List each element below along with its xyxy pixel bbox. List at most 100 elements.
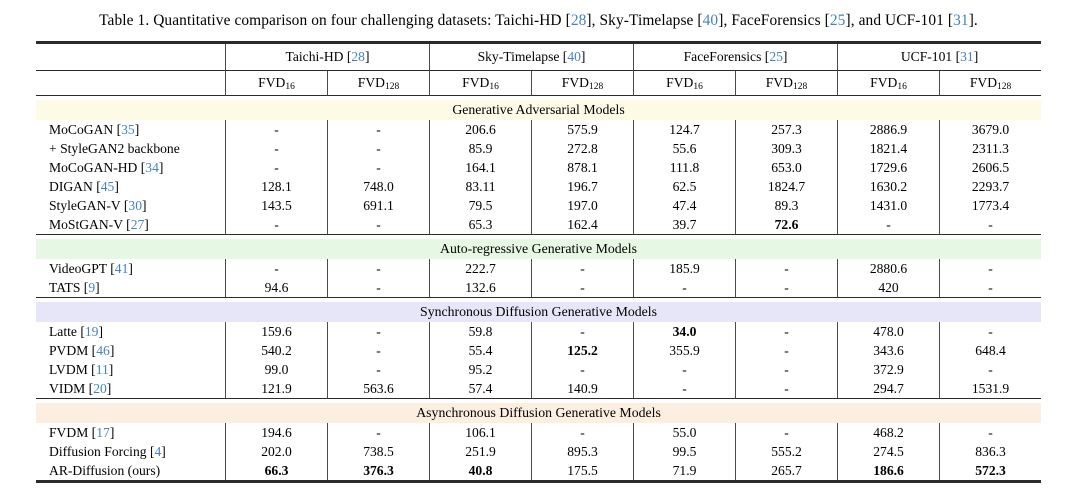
fvd-value-cell: 39.7	[633, 215, 736, 235]
fvd-value-cell: 65.3	[429, 215, 532, 235]
fvd-value-cell: 265.7	[735, 461, 837, 480]
section-band-title: Asynchronous Diffusion Generative Models	[36, 399, 1042, 423]
fvd-value-cell: 222.7	[429, 259, 531, 278]
fvd-value-cell: 3679.0	[939, 120, 1041, 139]
table-row: VideoGPT [41] - -222.7-185.9-2880.6-	[36, 259, 1041, 278]
fvd-value-cell: -	[531, 278, 634, 298]
fvd-value-cell: -	[939, 360, 1041, 379]
fvd-value-cell: 121.9	[225, 379, 327, 399]
citation-link[interactable]: 11	[95, 362, 109, 377]
citation-link[interactable]: 19	[84, 324, 99, 339]
fvd-value-cell: 2880.6	[837, 259, 939, 278]
citation-link[interactable]: 20	[93, 381, 107, 396]
fvd-value-cell: 85.9	[429, 139, 531, 158]
fvd-value-cell: 95.2	[429, 360, 531, 379]
fvd-value-cell: 124.7	[633, 120, 735, 139]
citation-link[interactable]: 25	[829, 12, 846, 29]
metric-header-fvd16: FVD16	[837, 71, 940, 96]
fvd-value-cell: 2293.7	[939, 177, 1041, 196]
fvd-value-cell: -	[225, 139, 327, 158]
fvd-value-cell: 294.7	[837, 379, 940, 399]
citation-link[interactable]: 27	[130, 217, 145, 232]
citation-link[interactable]: 34	[145, 160, 159, 175]
citation-link[interactable]: 25	[769, 49, 783, 64]
fvd-value-cell: 691.1	[327, 196, 429, 215]
model-label: FVDM [17]	[49, 425, 115, 440]
citation-link[interactable]: 41	[114, 261, 129, 276]
fvd-value-cell: 99.0	[225, 360, 327, 379]
citation-link[interactable]: 45	[100, 179, 115, 194]
fvd-value-cell: -	[531, 423, 633, 442]
model-label: MoStGAN-V [27]	[36, 215, 225, 235]
section-band-title: Synchronous Diffusion Generative Models	[36, 298, 1042, 322]
fvd-value-cell: -	[939, 259, 1041, 278]
results-table: Taichi-HD [28] Sky-Timelapse [40] FaceFore…	[36, 41, 1042, 483]
fvd-value-cell: -	[633, 379, 736, 399]
fvd-value-cell: 2606.5	[939, 158, 1041, 177]
fvd-value-cell: 197.0	[531, 196, 633, 215]
model-label: DIGAN [45]	[49, 179, 119, 194]
fvd-value-cell: 1821.4	[837, 139, 939, 158]
fvd-value-cell: 159.6	[225, 322, 327, 341]
fvd-value-cell: -	[225, 158, 327, 177]
fvd-value-cell: -	[327, 120, 429, 139]
section-band-title: Auto-regressive Generative Models	[36, 235, 1042, 259]
fvd-value-cell: 251.9	[429, 442, 531, 461]
fvd-value-cell: 71.9	[633, 461, 735, 480]
table-caption: Table 1. Quantitative comparison on four…	[0, 0, 1077, 41]
dataset-header-taichi-hd: Taichi-HD [28]	[225, 44, 430, 71]
fvd-value-cell: 540.2	[225, 341, 327, 360]
citation-link[interactable]: 31	[960, 49, 974, 64]
citation-link[interactable]: 40	[567, 49, 581, 64]
fvd-value-cell: -	[735, 322, 837, 341]
table-row: VIDM [20] 121.9 563.6 57.4 140.9- -294.7 1531.…	[36, 379, 1042, 399]
metric-header-fvd16: FVD16	[225, 71, 327, 96]
fvd-value-cell: 478.0	[837, 322, 939, 341]
fvd-value-cell: -	[327, 423, 429, 442]
citation-link[interactable]: 17	[96, 425, 110, 440]
fvd-value-cell: -	[735, 259, 837, 278]
citation-link[interactable]: 35	[121, 122, 135, 137]
fvd-value-cell: 79.5	[429, 196, 531, 215]
fvd-value-cell: -	[735, 341, 837, 360]
fvd-value-cell: 653.0	[735, 158, 837, 177]
fvd-value-cell: 2886.9	[837, 120, 939, 139]
citation-link[interactable]: 30	[128, 198, 143, 213]
table-row: + StyleGAN2 backbone - -85.9 272.8 55.6 309.3…	[36, 139, 1041, 158]
fvd-value-cell: -	[735, 379, 838, 399]
fvd-value-cell: 99.5	[633, 442, 735, 461]
table-row: DIGAN [45] 128.1 748.0 83.11 196.7 62.5 1824.7…	[36, 177, 1041, 196]
fvd-value-cell: 206.6	[429, 120, 531, 139]
fvd-value-cell: 468.2	[837, 423, 939, 442]
section-band-row: Auto-regressive Generative Models	[36, 235, 1042, 259]
table-row: Latte [19] 159.6-59.8-34.0-478.0-	[36, 322, 1041, 341]
caption-text: ], Sky-Timelapse [	[586, 12, 703, 29]
fvd-value-cell: 420	[837, 278, 940, 298]
fvd-value-cell: -	[837, 215, 940, 235]
fvd-value-cell: 563.6	[327, 379, 430, 399]
fvd-value-cell: -	[633, 360, 735, 379]
table-row: MoCoGAN [35] - -206.6 575.9 124.7 257.3 2886.9…	[36, 120, 1041, 139]
section-band-row: Generative Adversarial Models	[36, 96, 1042, 120]
fvd-value-cell: 1773.4	[939, 196, 1041, 215]
citation-link[interactable]: 28	[570, 12, 587, 29]
citation-link[interactable]: 46	[96, 343, 110, 358]
table-row: TATS [9] 94.6-132.6- - -420-	[36, 278, 1042, 298]
fvd-value-cell: 143.5	[225, 196, 327, 215]
citation-link[interactable]: 40	[702, 12, 719, 29]
caption-text: Table 1. Quantitative comparison on four…	[99, 12, 571, 29]
fvd-value-cell: -	[735, 360, 837, 379]
fvd-value-cell: 186.6	[837, 461, 939, 480]
fvd-value-cell: 274.5	[837, 442, 939, 461]
citation-link[interactable]: 9	[88, 280, 96, 295]
citation-link[interactable]: 31	[953, 12, 969, 29]
fvd-value-cell: -	[939, 322, 1041, 341]
fvd-value-cell: 648.4	[939, 341, 1041, 360]
fvd-value-cell: -	[327, 322, 429, 341]
metric-header-fvd128: FVD128	[939, 71, 1042, 96]
fvd-value-cell: 162.4	[531, 215, 634, 235]
citation-link[interactable]: 28	[351, 49, 365, 64]
citation-link[interactable]: 4	[154, 444, 162, 459]
table-row: FVDM [17] 194.6-106.1-55.0-468.2-	[36, 423, 1041, 442]
empty-corner-cell	[36, 44, 225, 71]
